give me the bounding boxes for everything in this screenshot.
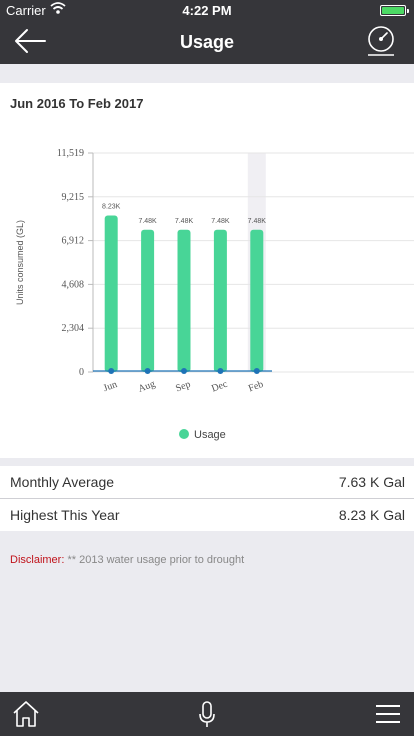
data-label: 7.48K: [175, 218, 194, 225]
x-tick-label: Aug: [137, 379, 157, 395]
monthly-average-row: Monthly Average 7.63 K Gal: [0, 466, 414, 499]
gauge-icon: [368, 26, 394, 56]
home-icon: [13, 701, 39, 727]
x-tick-label: Feb: [247, 379, 265, 394]
page-title: Usage: [179, 32, 235, 52]
back-arrow-icon: [15, 29, 46, 53]
microphone-icon: [199, 701, 215, 727]
legend-marker: [179, 429, 189, 439]
data-label: 7.48K: [248, 218, 267, 225]
y-axis-title: Units consumed (GL): [15, 220, 25, 305]
battery-icon: [380, 5, 409, 16]
x-tick-label: Sep: [174, 379, 192, 394]
voice-tab[interactable]: [191, 698, 223, 730]
disclaimer: Disclaimer: ** 2013 water usage prior to…: [10, 554, 244, 566]
highest-this-year-row: Highest This Year 8.23 K Gal: [0, 499, 414, 531]
disclaimer-label: Disclaimer:: [10, 554, 65, 566]
usage-bar-chart: 0 2,304 4,608 6,912 9,215 11,519 Units consume…: [15, 148, 414, 441]
bar: [104, 215, 118, 372]
bar: [213, 229, 227, 372]
usage-card: Jun 2016 To Feb 2017 0 2,304 4,608 6,912 9,2…: [0, 83, 414, 458]
hamburger-menu-icon: [376, 705, 400, 723]
y-tick-label: 0: [79, 367, 84, 378]
monthly-average-value: 7.63 K Gal: [338, 474, 405, 490]
bar: [250, 229, 264, 372]
menu-tab[interactable]: [372, 698, 404, 730]
highest-this-year-label: Highest This Year: [10, 507, 120, 523]
highest-this-year-value: 8.23 K Gal: [338, 507, 405, 523]
bar: [177, 229, 191, 372]
wifi-icon: [50, 1, 66, 18]
y-tick-label: 6,912: [62, 236, 85, 247]
monthly-average-label: Monthly Average: [10, 474, 115, 490]
date-range-label: Jun 2016 To Feb 2017: [10, 96, 144, 111]
tab-bar: [0, 692, 414, 736]
carrier-label: Carrier: [6, 3, 46, 18]
y-tick-label: 4,608: [62, 279, 85, 290]
y-tick-label: 9,215: [62, 192, 85, 203]
y-tick-label: 11,519: [57, 148, 84, 159]
bar: [141, 229, 155, 372]
clock: 4:22 PM: [182, 3, 232, 18]
navigation-bar: Usage: [0, 20, 414, 64]
y-tick-label: 2,304: [62, 323, 85, 334]
meter-button[interactable]: [364, 24, 398, 60]
data-label: 7.48K: [138, 218, 157, 225]
home-tab[interactable]: [10, 698, 42, 730]
x-tick-label: Jun: [102, 379, 119, 394]
disclaimer-text: ** 2013 water usage prior to drought: [67, 554, 245, 566]
back-button[interactable]: [14, 28, 54, 56]
x-tick-label: Dec: [210, 379, 229, 395]
data-label: 8.23K: [102, 204, 121, 211]
legend-label: Usage: [194, 429, 226, 441]
status-bar: Carrier 4:22 PM: [0, 0, 414, 20]
data-label: 7.48K: [211, 218, 230, 225]
